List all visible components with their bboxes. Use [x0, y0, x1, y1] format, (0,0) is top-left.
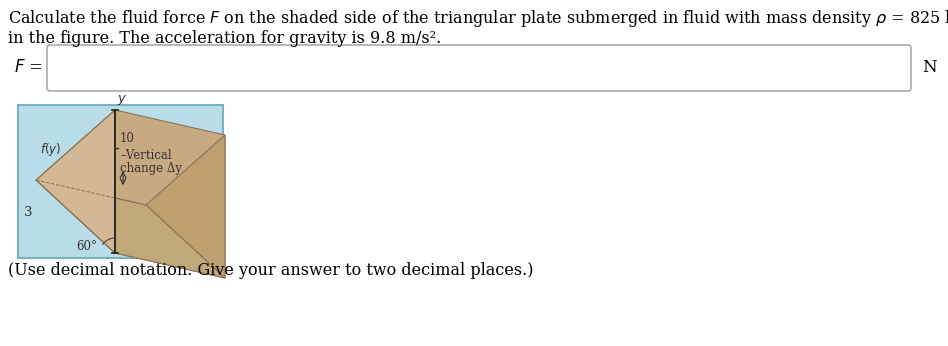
Text: –Vertical: –Vertical [120, 149, 172, 162]
Text: 60°: 60° [76, 239, 97, 253]
Text: change Δy: change Δy [120, 162, 182, 175]
Polygon shape [36, 180, 225, 278]
Polygon shape [36, 110, 115, 253]
Text: Calculate the fluid force $F$ on the shaded side of the triangular plate submerg: Calculate the fluid force $F$ on the sha… [8, 8, 948, 29]
Text: $f(y)$: $f(y)$ [40, 142, 62, 158]
Polygon shape [146, 135, 225, 278]
Text: N: N [922, 60, 937, 76]
Polygon shape [115, 110, 225, 278]
Text: (Use decimal notation. Give your answer to two decimal places.): (Use decimal notation. Give your answer … [8, 262, 534, 279]
FancyBboxPatch shape [47, 45, 911, 91]
Text: in the figure. The acceleration for gravity is 9.8 m/s².: in the figure. The acceleration for grav… [8, 30, 441, 47]
Text: $F$ =: $F$ = [14, 60, 43, 76]
Bar [18, 105, 223, 258]
Text: 3: 3 [24, 207, 32, 219]
Text: $y$: $y$ [117, 93, 127, 107]
Text: 10: 10 [120, 132, 135, 145]
